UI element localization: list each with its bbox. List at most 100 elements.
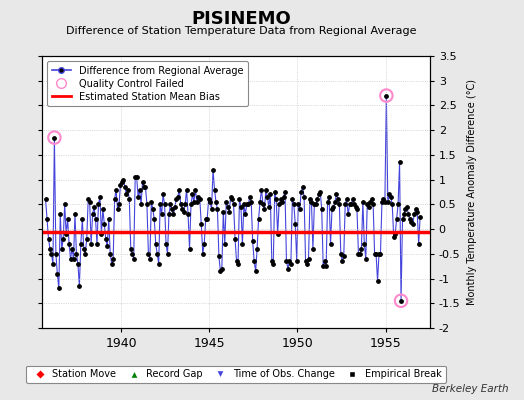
- Point: [222, 199, 231, 205]
- Point: [212, 199, 220, 205]
- Point: [96, 194, 104, 200]
- Point: [388, 201, 397, 208]
- Point: [378, 199, 386, 205]
- Point: [54, 285, 63, 292]
- Point: [394, 201, 402, 208]
- Point: [134, 194, 143, 200]
- Point: [332, 191, 341, 198]
- Point: [369, 201, 377, 208]
- Point: [387, 194, 395, 200]
- Point: [326, 241, 335, 247]
- Point: [314, 191, 323, 198]
- Point: [226, 194, 235, 200]
- Point: [99, 206, 107, 212]
- Point: [253, 246, 261, 252]
- Point: [341, 201, 350, 208]
- Point: [50, 134, 59, 141]
- Point: [50, 134, 59, 141]
- Point: [116, 181, 125, 188]
- Point: [380, 199, 389, 205]
- Point: [374, 278, 382, 284]
- Point: [188, 191, 196, 198]
- Point: [138, 179, 147, 185]
- Point: [56, 211, 64, 218]
- Point: [338, 258, 346, 264]
- Point: [49, 260, 57, 267]
- Point: [272, 196, 280, 203]
- Point: [375, 251, 383, 257]
- Point: [345, 201, 354, 208]
- Point: [91, 216, 100, 222]
- Point: [195, 196, 204, 203]
- Point: [232, 258, 241, 264]
- Point: [151, 241, 160, 247]
- Point: [416, 214, 424, 220]
- Point: [265, 204, 273, 210]
- Point: [279, 194, 288, 200]
- Point: [124, 186, 132, 193]
- Point: [244, 201, 253, 208]
- Point: [344, 211, 352, 218]
- Point: [137, 201, 145, 208]
- Point: [75, 283, 83, 289]
- Legend: Station Move, Record Gap, Time of Obs. Change, Empirical Break: Station Move, Record Gap, Time of Obs. C…: [26, 366, 446, 383]
- Point: [270, 189, 279, 195]
- Point: [140, 184, 148, 190]
- Point: [384, 199, 392, 205]
- Point: [180, 208, 188, 215]
- Point: [238, 241, 247, 247]
- Point: [247, 199, 255, 205]
- Point: [78, 216, 86, 222]
- Point: [80, 246, 88, 252]
- Text: PISINEMO: PISINEMO: [191, 10, 291, 28]
- Point: [363, 201, 372, 208]
- Point: [128, 251, 136, 257]
- Point: [304, 256, 313, 262]
- Point: [209, 166, 217, 173]
- Point: [281, 189, 289, 195]
- Point: [162, 241, 170, 247]
- Point: [178, 206, 187, 212]
- Point: [97, 231, 106, 237]
- Point: [321, 258, 329, 264]
- Point: [248, 238, 257, 245]
- Point: [336, 251, 345, 257]
- Point: [246, 194, 254, 200]
- Point: [171, 204, 179, 210]
- Point: [200, 241, 209, 247]
- Point: [398, 216, 407, 222]
- Point: [121, 184, 129, 190]
- Point: [313, 196, 322, 203]
- Point: [299, 184, 307, 190]
- Point: [197, 221, 205, 227]
- Point: [41, 196, 50, 203]
- Point: [290, 201, 298, 208]
- Point: [191, 186, 200, 193]
- Point: [296, 206, 304, 212]
- Point: [202, 216, 210, 222]
- Point: [160, 201, 169, 208]
- Point: [407, 218, 416, 225]
- Point: [156, 201, 165, 208]
- Point: [166, 201, 174, 208]
- Point: [303, 260, 311, 267]
- Point: [129, 256, 138, 262]
- Point: [210, 186, 219, 193]
- Point: [319, 263, 328, 269]
- Point: [259, 201, 267, 208]
- Point: [118, 179, 126, 185]
- Point: [122, 191, 130, 198]
- Point: [153, 251, 161, 257]
- Point: [215, 253, 223, 260]
- Point: [109, 256, 117, 262]
- Point: [172, 196, 180, 203]
- Point: [100, 221, 108, 227]
- Point: [411, 206, 420, 212]
- Point: [275, 201, 283, 208]
- Point: [59, 236, 68, 242]
- Point: [357, 246, 366, 252]
- Point: [102, 236, 110, 242]
- Point: [175, 186, 183, 193]
- Point: [203, 216, 211, 222]
- Point: [115, 201, 123, 208]
